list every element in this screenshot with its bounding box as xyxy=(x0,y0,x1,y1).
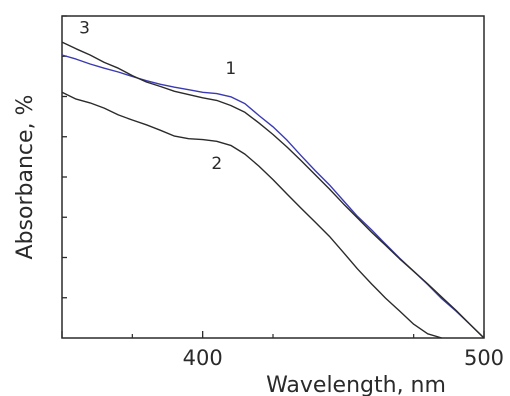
plot-frame xyxy=(61,15,485,339)
x-tick-label-400: 400 xyxy=(183,346,223,370)
x-axis-ticks xyxy=(61,331,485,338)
series-line-2 xyxy=(61,91,442,339)
series-labels: 1 2 3 xyxy=(79,19,236,174)
series-label-1: 1 xyxy=(225,59,236,79)
y-axis-label: Absorbance, % xyxy=(13,95,38,260)
x-tick-label-500: 500 xyxy=(464,346,504,370)
x-axis-tick-labels: 400 500 xyxy=(183,346,504,370)
series-layer xyxy=(61,41,485,339)
y-axis-ticks xyxy=(62,15,67,299)
series-label-2: 2 xyxy=(211,154,222,174)
x-axis-label: Wavelength, nm xyxy=(266,373,446,396)
series-label-3: 3 xyxy=(79,19,90,39)
series-line-3 xyxy=(61,41,485,339)
series-line-1 xyxy=(61,54,485,339)
